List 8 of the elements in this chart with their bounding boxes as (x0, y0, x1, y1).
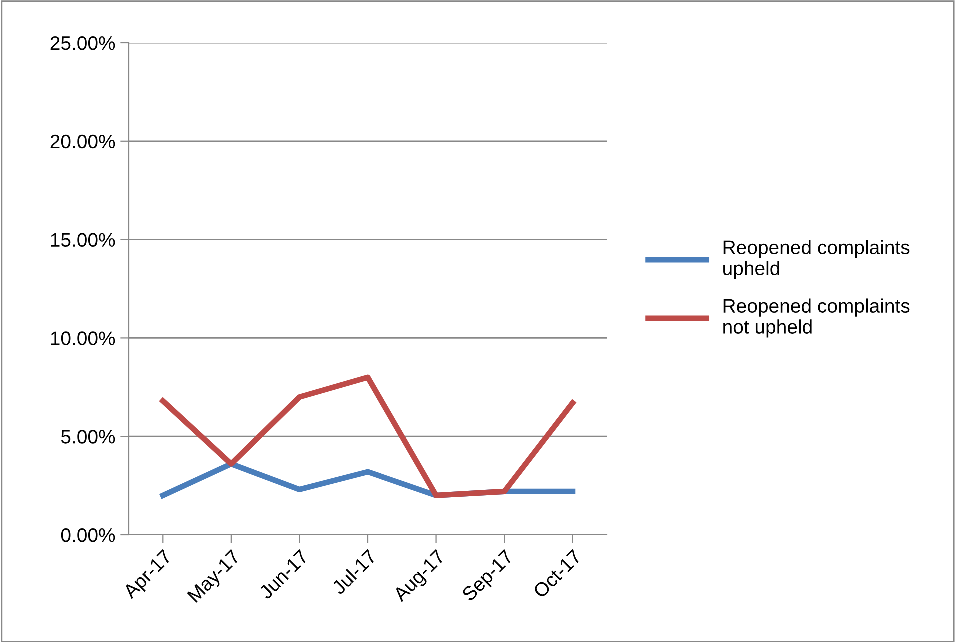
legend-label: Reopened complaints not upheld (724, 298, 910, 338)
y-tick-label: 5.00% (61, 430, 116, 444)
y-tick-label: 20.00% (50, 134, 116, 149)
y-tick-label: 25.00% (50, 36, 116, 50)
y-tick-label: 10.00% (51, 332, 116, 346)
legend-label: Reopened complaints upheld (724, 240, 910, 280)
y-tick-label: 0.00% (61, 528, 116, 542)
y-tick-label: 15.00% (51, 233, 116, 248)
